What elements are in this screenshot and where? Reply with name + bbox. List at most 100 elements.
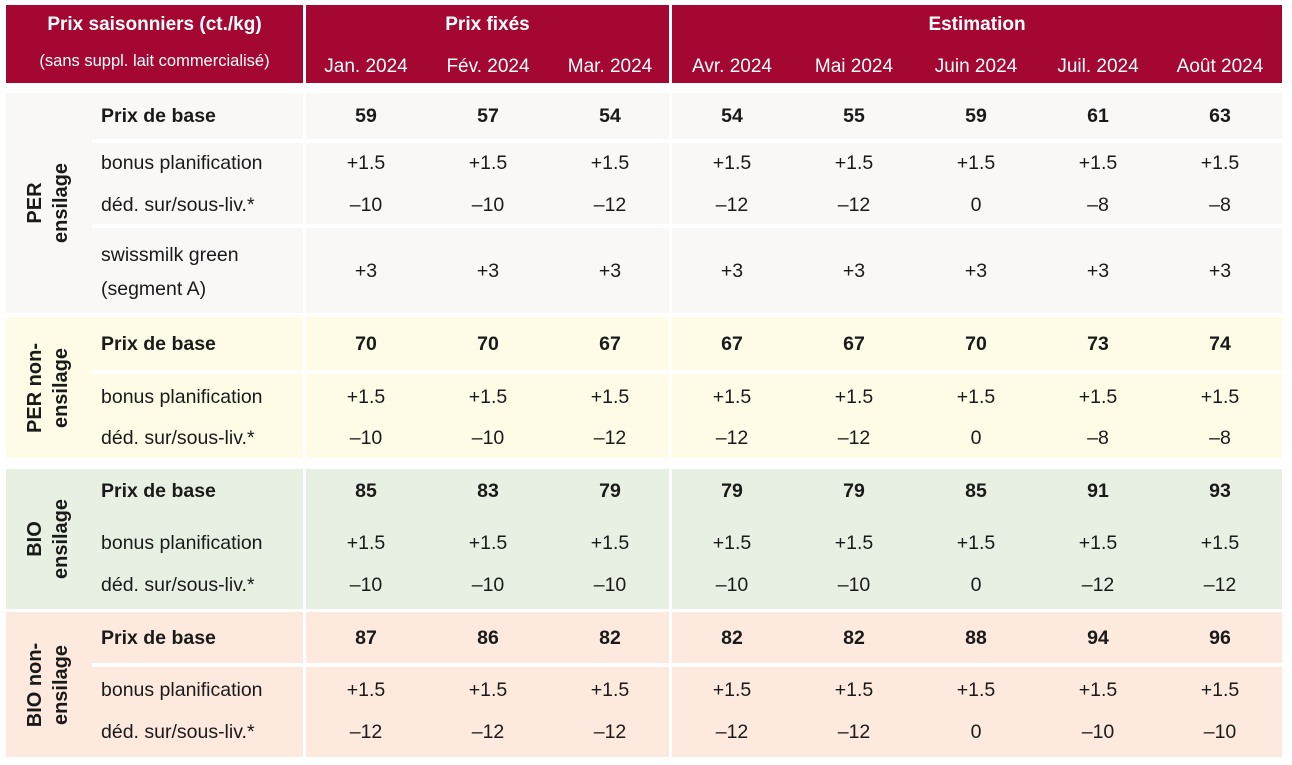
group-background (6, 93, 1282, 313)
row-divider (92, 139, 1282, 143)
row-label: bonus planification (101, 152, 263, 174)
group-label-text: PER ensilage (22, 163, 74, 243)
table-cell: –12 (837, 427, 871, 449)
table-cell: –12 (349, 721, 383, 743)
group-label: PER ensilage (6, 93, 90, 313)
base-price-cell: 88 (965, 627, 987, 649)
row-label: bonus planification (101, 532, 263, 554)
table-cell: +1.5 (346, 679, 386, 701)
table-cell: –12 (1081, 574, 1115, 596)
base-price-cell: 61 (1087, 105, 1109, 127)
table-cell: –12 (593, 427, 627, 449)
group-label-line1: PER non- (24, 342, 46, 433)
base-price-cell: 70 (965, 333, 987, 355)
table-cell: +3 (964, 260, 988, 282)
table-cell: +1.5 (712, 679, 752, 701)
row-label: déd. sur/sous-liv.* (101, 194, 255, 216)
table-cell: +1.5 (1078, 532, 1118, 554)
group-label-line2: ensilage (50, 644, 72, 725)
base-price-cell: 67 (599, 333, 621, 355)
row-label: Prix de base (101, 105, 216, 127)
row-divider (92, 663, 1282, 667)
table-cell: +1.5 (712, 152, 752, 174)
row-label: déd. sur/sous-liv.* (101, 427, 255, 449)
base-price-cell: 67 (721, 333, 743, 355)
group-label: BIO ensilage (6, 469, 90, 609)
base-price-cell: 73 (1087, 333, 1109, 355)
table-cell: +1.5 (346, 386, 386, 408)
header-subtitle: (sans suppl. lait commercialisé) (39, 52, 270, 70)
base-price-cell: 85 (355, 480, 377, 502)
base-price-cell: 96 (1209, 627, 1231, 649)
base-price-cell: 67 (843, 333, 865, 355)
table-cell: +1.5 (346, 152, 386, 174)
table-cell: –12 (593, 194, 627, 216)
table-cell: +1.5 (956, 679, 996, 701)
header-fixed-prices: Prix fixés (445, 14, 530, 35)
table-cell: –12 (715, 194, 749, 216)
table-cell: +1.5 (834, 152, 874, 174)
base-price-cell: 55 (843, 105, 865, 127)
month-header: Jan. 2024 (324, 56, 408, 77)
base-price-cell: 94 (1087, 627, 1109, 649)
group-label-text: BIO non-ensilage (22, 642, 74, 726)
table-cell: +3 (1208, 260, 1232, 282)
column-divider (303, 469, 306, 609)
base-price-cell: 70 (477, 333, 499, 355)
table-cell: –12 (837, 194, 871, 216)
base-price-cell: 79 (843, 480, 865, 502)
group-label-line2: ensilage (50, 347, 72, 428)
group-label: BIO non-ensilage (6, 612, 90, 757)
month-header: Août 2024 (1176, 56, 1264, 77)
column-divider (303, 93, 306, 313)
table-cell: +1.5 (346, 532, 386, 554)
table-cell: –8 (1209, 427, 1231, 449)
table-cell: +1.5 (468, 679, 508, 701)
base-price-cell: 91 (1087, 480, 1109, 502)
group-label-text: PER non-ensilage (22, 343, 74, 433)
column-divider (669, 93, 672, 313)
table-cell: –12 (1203, 574, 1237, 596)
base-price-cell: 59 (355, 105, 377, 127)
group-label-text: BIO ensilage (22, 499, 74, 579)
group-background (6, 612, 1282, 757)
table-cell: +1.5 (712, 386, 752, 408)
table-cell: 0 (970, 721, 982, 743)
month-header: Juin 2024 (934, 56, 1018, 77)
table-cell: –10 (349, 574, 383, 596)
table-cell: –10 (471, 574, 505, 596)
table-cell: –10 (349, 194, 383, 216)
table-cell: –10 (593, 574, 627, 596)
column-divider (669, 469, 672, 609)
table-cell: –10 (349, 427, 383, 449)
table-cell: +1.5 (834, 386, 874, 408)
table-cell: +1.5 (468, 532, 508, 554)
table-cell: +1.5 (1200, 386, 1240, 408)
base-price-cell: 79 (599, 480, 621, 502)
base-price-cell: 82 (599, 627, 621, 649)
header-title-cell (6, 5, 303, 83)
table-cell: +1.5 (1200, 679, 1240, 701)
group-label-line2: ensilage (49, 498, 72, 580)
base-price-cell: 57 (477, 105, 499, 127)
table-cell: +3 (598, 260, 622, 282)
table-cell: +1.5 (1078, 152, 1118, 174)
table-cell: –12 (715, 721, 749, 743)
group-background (6, 469, 1282, 609)
table-cell: –8 (1087, 194, 1109, 216)
table-cell: +1.5 (590, 532, 630, 554)
month-header: Juil. 2024 (1057, 56, 1139, 77)
table-cell: +1.5 (590, 386, 630, 408)
row-label: bonus planification (101, 386, 263, 408)
table-cell: 0 (970, 194, 982, 216)
table-cell: 0 (970, 574, 982, 596)
table-cell: +1.5 (468, 152, 508, 174)
row-divider (92, 224, 1282, 228)
base-price-cell: 63 (1209, 105, 1231, 127)
row-label: Prix de base (101, 480, 216, 502)
table-cell: –8 (1087, 427, 1109, 449)
table-cell: +3 (1086, 260, 1110, 282)
base-price-cell: 82 (721, 627, 743, 649)
row-label: swissmilk green (segment A) (101, 238, 301, 306)
row-label-line1: swissmilk green (101, 244, 239, 266)
